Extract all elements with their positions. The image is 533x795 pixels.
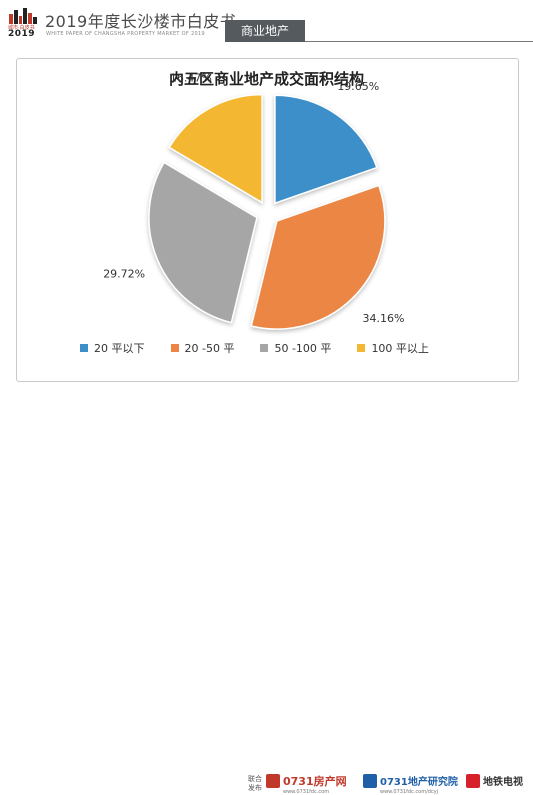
- chart-legend: 20 平以下 20 -50 平 50 -100 平 100 平以上: [80, 340, 455, 356]
- pie-chart: 19.65% 34.16% 29.72% 16.47%: [103, 71, 405, 330]
- legend-swatch-20-50: [170, 344, 179, 352]
- legend-swatch-under-20: [80, 344, 88, 352]
- brand-metro-tv: 地铁电视: [466, 773, 523, 788]
- section-tag: 商业地产: [225, 20, 305, 42]
- report-logo: 城市·白皮书 2019: [8, 8, 38, 40]
- legend-swatch-50-100: [260, 344, 269, 352]
- logo-caption: 城市·白皮书: [8, 25, 35, 31]
- chart-title: 内五区商业地产成交面积结构: [168, 70, 364, 88]
- header-divider: [305, 41, 533, 42]
- legend-swatch-over-100: [357, 344, 366, 352]
- city-skyline-icon: [9, 8, 37, 24]
- logo-year: 2019: [8, 29, 36, 39]
- brand-metro-tv-name: 地铁电视: [483, 777, 523, 788]
- pie-slice-over-100: [168, 93, 263, 204]
- brand-0731fdc-name: 0731房产网: [283, 775, 347, 788]
- footer: 联合发布 0731房产网 www.0731fdc.com 0731地产研究院 w…: [0, 384, 533, 795]
- house-icon: [266, 774, 280, 788]
- legend-label-20-50: 20 -50 平: [184, 342, 235, 355]
- legend-item-50-100: 50 -100 平: [260, 340, 331, 356]
- legend-label-under-20: 20 平以下: [94, 342, 145, 355]
- data-label-20-50: 34.16%: [363, 312, 405, 325]
- data-label-over-100: 16.47%: [170, 71, 212, 84]
- brand-0731fdc-url: www.0731fdc.com: [283, 789, 330, 795]
- legend-label-over-100: 100 平以上: [371, 342, 429, 355]
- pie-slice-50-100: [148, 161, 258, 324]
- pie-slice-under-20: [274, 94, 378, 205]
- joint-release-label: 联合发布: [248, 775, 262, 792]
- data-label-under-20: 19.65%: [337, 80, 379, 93]
- research-logo-icon: [363, 773, 377, 788]
- metro-tv-logo-icon: [466, 773, 480, 788]
- brand-0731fdc: 0731房产网: [266, 773, 347, 789]
- brand-research-name: 0731地产研究院: [380, 777, 458, 788]
- report-title: 2019年度长沙楼市白皮书: [45, 12, 237, 31]
- data-label-50-100: 29.72%: [103, 267, 145, 280]
- legend-item-20-50: 20 -50 平: [170, 340, 235, 356]
- brand-research-institute: 0731地产研究院: [363, 773, 458, 788]
- brand-research-url: www.0731fdc.com/dcyj: [380, 789, 439, 795]
- pie-slice-20-50: [250, 184, 386, 330]
- report-header: 城市·白皮书 2019 2019年度长沙楼市白皮书 WHITE PAPER OF…: [0, 0, 533, 46]
- report-subtitle: WHITE PAPER OF CHANGSHA PROPERTY MARKET …: [46, 31, 205, 37]
- legend-label-50-100: 50 -100 平: [274, 342, 332, 355]
- legend-item-under-20: 20 平以下: [80, 340, 145, 356]
- legend-item-over-100: 100 平以上: [357, 340, 429, 356]
